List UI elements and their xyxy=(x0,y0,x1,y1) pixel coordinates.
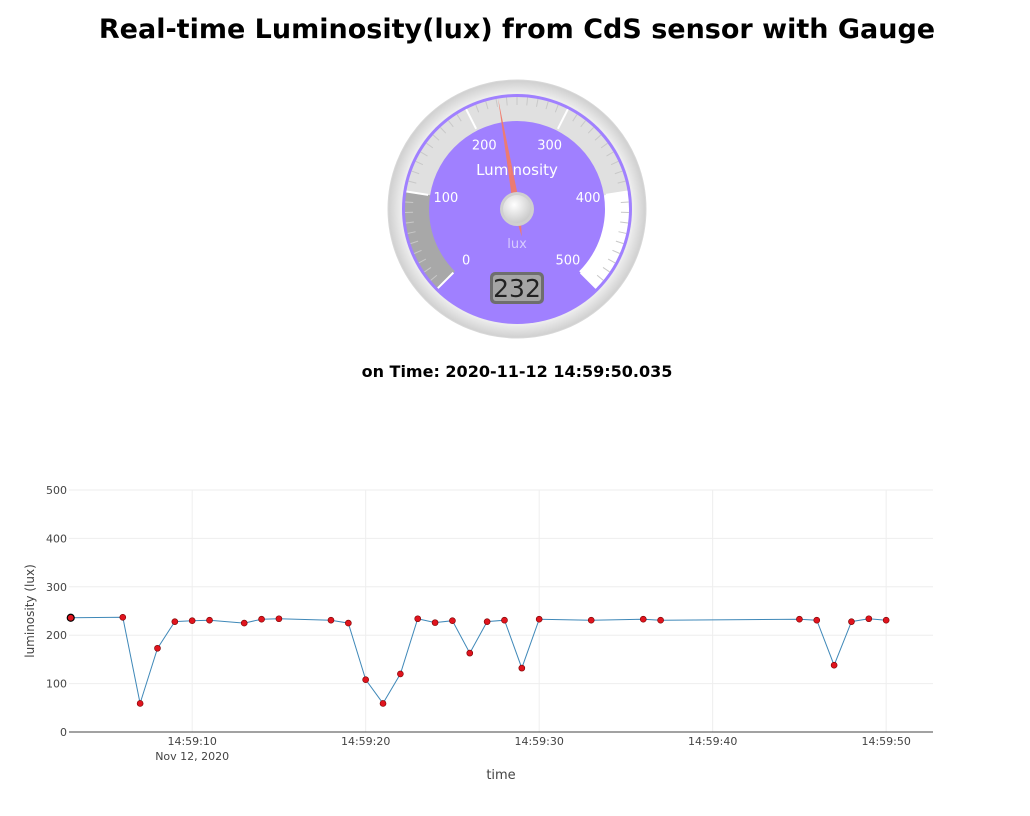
chart-x-axis-title: time xyxy=(486,768,515,783)
gauge-value-text: 232 xyxy=(493,274,541,303)
chart-data-point xyxy=(658,617,664,623)
chart-y-tick-label: 300 xyxy=(46,581,67,594)
gauge-svg: 0 100 200 300 400 500 Luminosity lux 232 xyxy=(386,78,648,340)
chart-x-tick-date: Nov 12, 2020 xyxy=(155,750,229,763)
chart-y-tick-label: 500 xyxy=(46,484,67,497)
gauge-tick-label: 0 xyxy=(462,253,470,268)
gauge-tick-label: 100 xyxy=(433,191,458,206)
chart-data-point xyxy=(588,617,594,623)
chart-data-point xyxy=(831,662,837,668)
chart-y-axis-title: luminosity (lux) xyxy=(23,564,37,658)
gauge-title: Luminosity xyxy=(476,161,558,179)
chart-data-point xyxy=(276,616,282,622)
chart-data-point xyxy=(67,614,74,621)
gauge-tick-label: 300 xyxy=(537,138,562,153)
chart-data-point xyxy=(189,618,195,624)
chart-x-tick-label: 14:59:10 xyxy=(167,735,216,748)
chart-data-point xyxy=(883,617,889,623)
chart-x-tick-label: 14:59:40 xyxy=(688,735,737,748)
gauge-hub xyxy=(503,195,531,223)
chart-series-points xyxy=(67,614,889,706)
chart-gridlines xyxy=(69,490,933,732)
chart-data-point xyxy=(519,665,525,671)
chart-data-point xyxy=(207,617,213,623)
chart-data-point xyxy=(501,617,507,623)
gauge-tick-label: 500 xyxy=(555,253,580,268)
chart-y-tick-label: 400 xyxy=(46,532,67,545)
gauge-minor-tick xyxy=(621,202,629,203)
chart-data-point xyxy=(866,616,872,622)
gauge-tick-label: 200 xyxy=(472,138,497,153)
chart-x-tick-labels: 14:59:10 Nov 12, 2020 14:59:20 14:59:30 14:5… xyxy=(155,735,911,763)
gauge-tick-label: 400 xyxy=(576,191,601,206)
gauge-minor-tick xyxy=(405,202,413,203)
chart-data-point xyxy=(363,677,369,683)
chart-data-point xyxy=(449,618,455,624)
chart-data-point xyxy=(432,620,438,626)
page-title: Real-time Luminosity(lux) from CdS senso… xyxy=(0,14,1030,45)
chart-data-point xyxy=(241,620,247,626)
chart-data-point xyxy=(328,617,334,623)
chart-data-point xyxy=(154,645,160,651)
chart-x-tick-label: 14:59:50 xyxy=(861,735,910,748)
chart-data-point xyxy=(120,614,126,620)
chart-data-point xyxy=(848,619,854,625)
chart-data-point xyxy=(345,620,351,626)
chart-data-point xyxy=(536,616,542,622)
chart-y-tick-labels: 0 100 200 300 400 500 xyxy=(46,484,67,739)
timestamp-label: on Time: 2020-11-12 14:59:50.035 xyxy=(0,362,1030,381)
chart-data-point xyxy=(796,616,802,622)
chart-y-tick-label: 200 xyxy=(46,629,67,642)
chart-data-point xyxy=(397,671,403,677)
chart-data-point xyxy=(484,619,490,625)
chart-data-point xyxy=(814,617,820,623)
gauge-units: lux xyxy=(507,237,527,252)
chart-y-tick-label: 100 xyxy=(46,678,67,691)
chart-data-point xyxy=(640,616,646,622)
chart-data-point xyxy=(137,700,143,706)
chart-y-tick-label: 0 xyxy=(60,726,67,739)
chart-data-point xyxy=(259,616,265,622)
chart-x-tick-label: 14:59:20 xyxy=(341,735,390,748)
chart-data-point xyxy=(415,616,421,622)
chart-data-point xyxy=(380,700,386,706)
chart-series-line xyxy=(71,617,887,703)
chart-data-point xyxy=(172,619,178,625)
luminosity-gauge: 0 100 200 300 400 500 Luminosity lux 232 xyxy=(386,78,648,340)
chart-data-point xyxy=(467,650,473,656)
chart-x-tick-label: 14:59:30 xyxy=(514,735,563,748)
